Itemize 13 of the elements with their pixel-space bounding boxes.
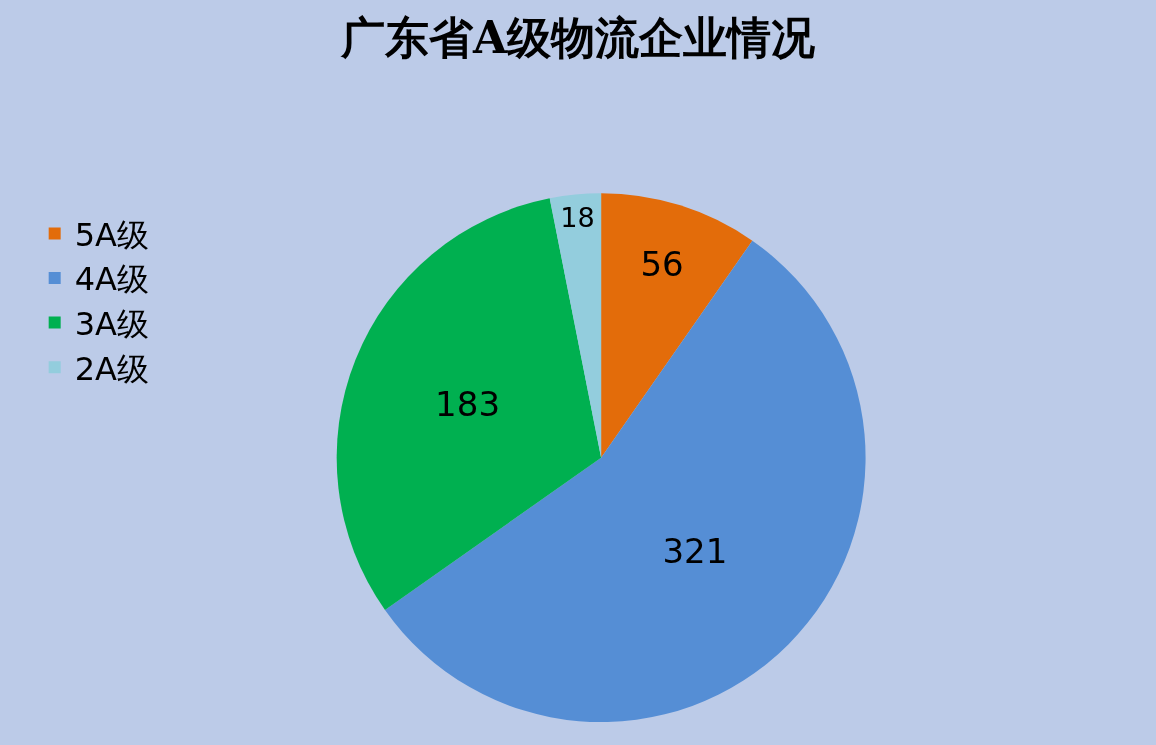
pie-slice	[336, 198, 602, 611]
pie-slice	[601, 193, 753, 458]
pie-slice	[549, 193, 602, 458]
legend-label: 5A级	[74, 215, 149, 254]
data-label: 321	[662, 530, 728, 571]
pie-slice	[385, 240, 866, 722]
data-label: 18	[560, 202, 595, 234]
data-label: 56	[640, 243, 684, 284]
legend-label: 3A级	[74, 305, 149, 344]
legend-label: 2A级	[74, 349, 149, 388]
data-label: 183	[435, 384, 501, 425]
legend-label: 4A级	[74, 260, 149, 299]
chart-title: 广东省A级物流企业情况	[339, 12, 816, 64]
